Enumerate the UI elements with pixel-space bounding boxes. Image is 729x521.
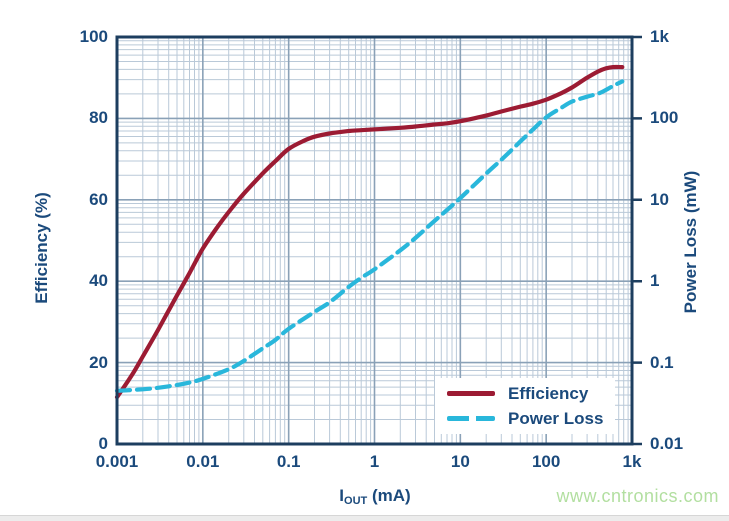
efficiency-line-swatch: [447, 391, 495, 396]
tick-label: 80: [89, 108, 108, 128]
legend-item-power-loss: Power Loss: [447, 409, 615, 428]
page-divider: [0, 515, 729, 521]
tick-label: 60: [89, 189, 108, 209]
legend-label-power-loss: Power Loss: [508, 409, 604, 428]
plot-frame: [115, 35, 634, 446]
tick-label: 0.1: [276, 452, 301, 471]
tick-label: 0: [98, 434, 108, 453]
tick-label: 0.001: [95, 452, 139, 471]
x-axis-title-symbol: I: [339, 486, 345, 505]
x-axis-title-units: (mA): [367, 486, 411, 505]
tick-label: 100: [650, 108, 679, 128]
tick-label: 10: [650, 189, 669, 209]
tick-label: 20: [89, 352, 108, 372]
tick-label: 0.1: [650, 352, 674, 372]
tick-label: 1: [650, 271, 660, 291]
tick-label: 40: [89, 271, 108, 291]
tick-label: 100: [79, 27, 108, 46]
tick-label: 100: [531, 452, 561, 471]
tick-label: 0.01: [650, 434, 684, 453]
series-line-power-loss: [114, 79, 625, 393]
y-left-axis-title: Efficiency (%): [32, 192, 51, 304]
legend: Efficiency Power Loss: [435, 378, 615, 434]
tick-label: 1: [369, 452, 380, 471]
legend-item-efficiency: Efficiency: [447, 384, 615, 403]
legend-label-efficiency: Efficiency: [508, 384, 589, 403]
x-axis-title-subscript: OUT: [344, 495, 368, 507]
series-line-efficiency: [114, 64, 625, 400]
tick-label: 1k: [622, 452, 642, 471]
tick-label: 10: [450, 452, 470, 471]
right-axis-ticks: [632, 35, 642, 446]
x-axis-title: IOUT (mA): [339, 486, 411, 507]
power-loss-line-swatch: [447, 416, 495, 421]
tick-label: 1k: [650, 27, 669, 46]
watermark-text: www.cntronics.com: [556, 486, 719, 506]
tick-label: 0.01: [186, 452, 220, 471]
y-right-axis-title: Power Loss (mW): [681, 170, 700, 314]
